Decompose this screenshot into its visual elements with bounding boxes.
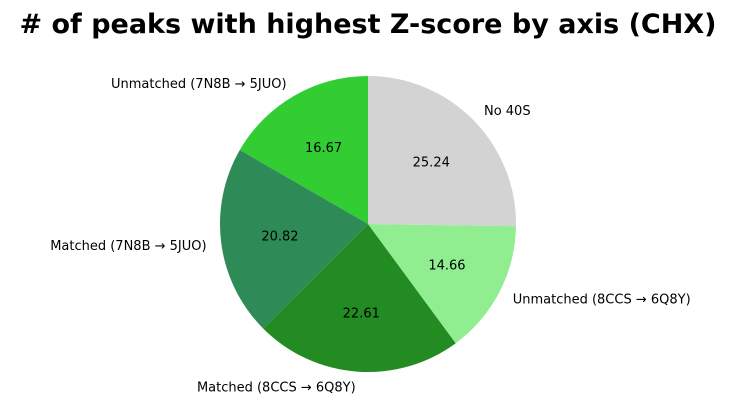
pie-slice-2 — [263, 224, 456, 373]
pie-slice-3 — [368, 224, 516, 344]
pie-slices — [219, 75, 516, 373]
pie-slice-label-1: Matched (7N8B → 5JUO) — [50, 239, 206, 254]
pie-slice-label-4: No 40S — [484, 104, 531, 119]
pie-value-label-1: 20.82 — [261, 230, 298, 245]
pie-slice-label-0: Unmatched (7N8B → 5JUO) — [111, 77, 287, 92]
pie-value-labels: 16.67 20.82 22.61 14.66 25.24 — [261, 141, 465, 321]
pie-slice-1 — [219, 150, 368, 329]
pie-value-label-3: 14.66 — [428, 259, 465, 274]
pie-slice-0 — [239, 75, 368, 224]
pie-slice-4 — [368, 76, 516, 227]
pie-value-label-0: 16.67 — [305, 141, 342, 156]
pie-value-label-2: 22.61 — [343, 307, 380, 322]
pie-slice-labels: Unmatched (7N8B → 5JUO) Matched (7N8B → 5… — [50, 77, 690, 395]
pie-slice-label-2: Matched (8CCS → 6Q8Y) — [197, 380, 356, 395]
chart-title: # of peaks with highest Z-score by axis … — [19, 9, 716, 40]
pie-slice-label-3: Unmatched (8CCS → 6Q8Y) — [513, 293, 691, 308]
pie-value-label-4: 25.24 — [413, 156, 450, 171]
